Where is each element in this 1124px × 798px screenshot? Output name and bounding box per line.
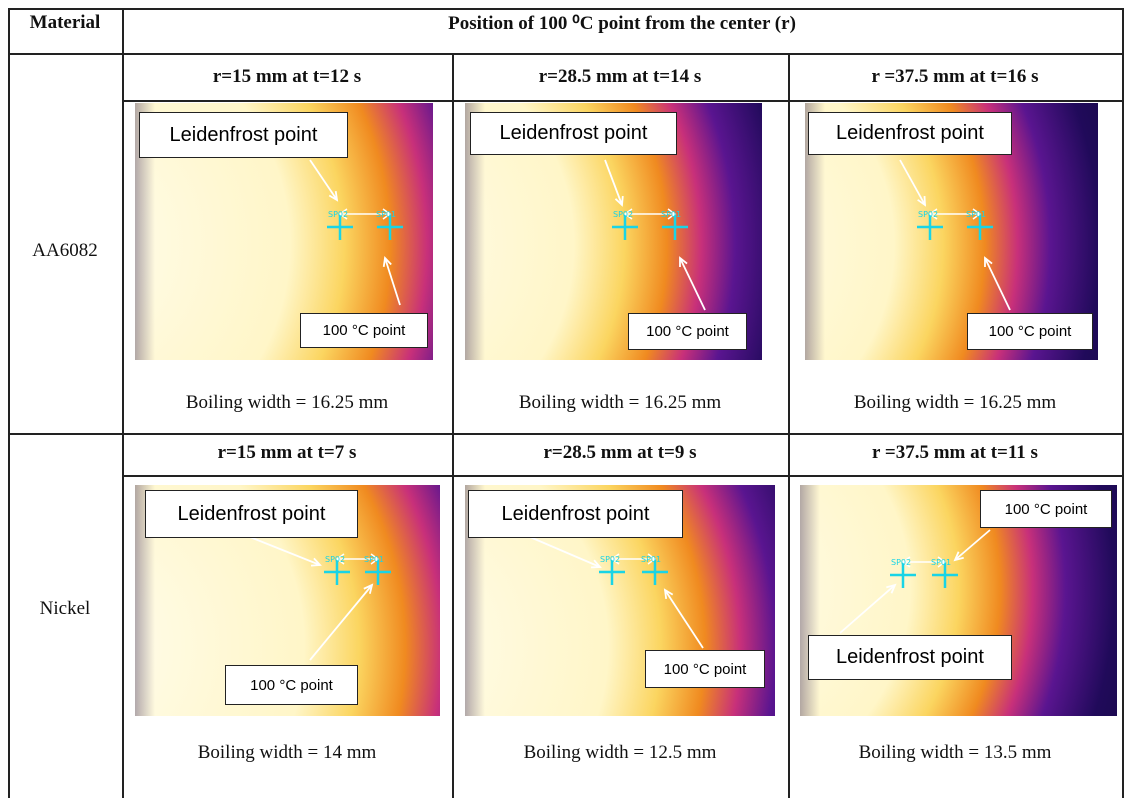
point-label: 100 °C point bbox=[628, 313, 747, 350]
thermal-image: SP02 SP01 Leidenfrost point 100 °C point bbox=[800, 485, 1117, 716]
spot-label: SP02 bbox=[891, 558, 911, 567]
spot-label: SP01 bbox=[931, 558, 951, 567]
cell-heading: r =37.5 mm at t=11 s bbox=[788, 442, 1122, 464]
point-arrow bbox=[665, 590, 703, 648]
caption: Boiling width = 14 mm bbox=[122, 742, 452, 764]
page: Material Position of 100 ⁰C point from t… bbox=[0, 0, 1124, 798]
leidenfrost-arrow bbox=[250, 537, 320, 565]
material-label: AA6082 bbox=[8, 240, 122, 262]
cell-heading: r=15 mm at t=12 s bbox=[122, 66, 452, 88]
leidenfrost-arrow bbox=[840, 585, 895, 633]
spot-label: SP02 bbox=[613, 210, 633, 219]
leidenfrost-label: Leidenfrost point bbox=[468, 490, 683, 538]
caption: Boiling width = 12.5 mm bbox=[452, 742, 788, 764]
point-arrow bbox=[985, 258, 1010, 310]
leidenfrost-label: Leidenfrost point bbox=[808, 112, 1012, 155]
rule bbox=[122, 475, 1124, 477]
rule bbox=[1122, 8, 1124, 798]
leidenfrost-label: Leidenfrost point bbox=[145, 490, 358, 538]
thermal-image: SP02 SP01 Leidenfrost point 100 °C point bbox=[805, 103, 1098, 360]
point-arrow bbox=[680, 258, 705, 310]
leidenfrost-label: Leidenfrost point bbox=[139, 112, 348, 158]
rule bbox=[122, 100, 1124, 102]
header-position: Position of 100 ⁰C point from the center… bbox=[122, 12, 1122, 35]
spot-label: SP01 bbox=[364, 555, 384, 564]
cell-heading: r=28.5 mm at t=9 s bbox=[452, 442, 788, 464]
spot-label: SP02 bbox=[328, 210, 348, 219]
spot-label: SP02 bbox=[600, 555, 620, 564]
spot-label: SP01 bbox=[966, 210, 986, 219]
point-arrow bbox=[955, 530, 990, 560]
rule bbox=[788, 53, 790, 798]
rule bbox=[8, 8, 10, 798]
thermal-image: SP02 SP01 Leidenfrost point 100 °C point bbox=[465, 103, 762, 360]
rule bbox=[8, 433, 1124, 435]
leidenfrost-arrow bbox=[605, 160, 622, 205]
caption: Boiling width = 16.25 mm bbox=[122, 392, 452, 414]
point-arrow bbox=[310, 585, 372, 660]
header-material: Material bbox=[8, 12, 122, 34]
leidenfrost-label: Leidenfrost point bbox=[808, 635, 1012, 680]
spot-label: SP01 bbox=[661, 210, 681, 219]
leidenfrost-arrow bbox=[530, 537, 600, 567]
point-label: 100 °C point bbox=[225, 665, 358, 705]
spot-label: SP01 bbox=[641, 555, 661, 564]
thermal-image: SP02 SP01 Leidenfrost point 100 °C point bbox=[135, 485, 440, 716]
caption: Boiling width = 13.5 mm bbox=[788, 742, 1122, 764]
material-label: Nickel bbox=[8, 598, 122, 620]
leidenfrost-arrow bbox=[310, 160, 337, 200]
caption: Boiling width = 16.25 mm bbox=[788, 392, 1122, 414]
cell-heading: r =37.5 mm at t=16 s bbox=[788, 66, 1122, 88]
thermal-image: SP02 SP01 Leidenfrost point 100 °C point bbox=[465, 485, 775, 716]
spot-label: SP02 bbox=[325, 555, 345, 564]
point-label: 100 °C point bbox=[980, 490, 1112, 528]
rule bbox=[8, 53, 1124, 55]
rule bbox=[452, 53, 454, 798]
leidenfrost-arrow bbox=[900, 160, 925, 205]
point-label: 100 °C point bbox=[967, 313, 1093, 350]
spot-label: SP01 bbox=[376, 210, 396, 219]
rule bbox=[8, 8, 1124, 10]
point-label: 100 °C point bbox=[645, 650, 765, 688]
cell-heading: r=15 mm at t=7 s bbox=[122, 442, 452, 464]
point-label: 100 °C point bbox=[300, 313, 428, 348]
spot-label: SP02 bbox=[918, 210, 938, 219]
thermal-image: SP02 SP01 Leidenfrost point 100 °C point bbox=[135, 103, 433, 360]
point-arrow bbox=[385, 258, 400, 305]
leidenfrost-label: Leidenfrost point bbox=[470, 112, 677, 155]
caption: Boiling width = 16.25 mm bbox=[452, 392, 788, 414]
cell-heading: r=28.5 mm at t=14 s bbox=[452, 66, 788, 88]
